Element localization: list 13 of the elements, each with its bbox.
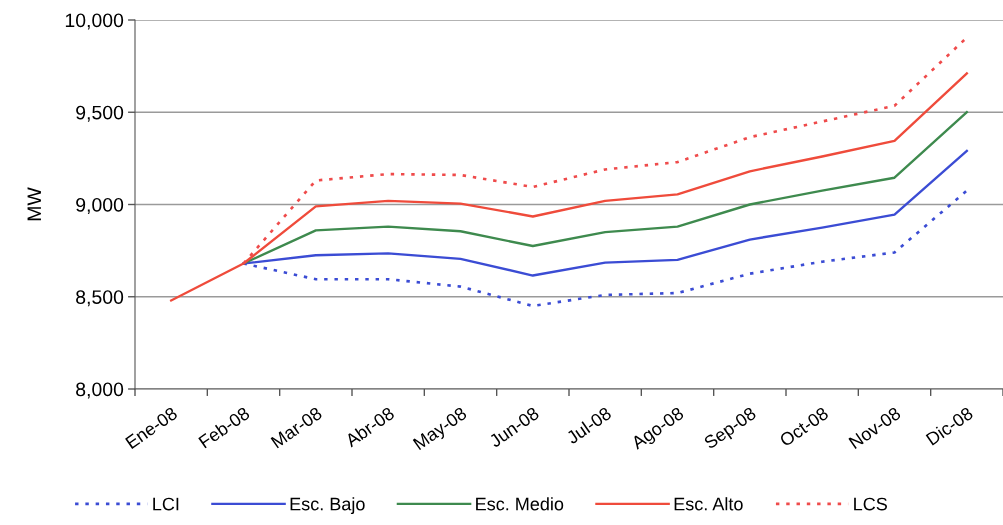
legend-label: LCS xyxy=(854,497,887,511)
y-tick-label: 9,000 xyxy=(76,197,124,215)
line-series xyxy=(169,72,969,302)
y-tick-label: 8,500 xyxy=(76,290,124,307)
y-axis-title: MW xyxy=(27,187,41,221)
y-tick-label: 10,000 xyxy=(65,13,124,30)
legend-label: Esc. Alto xyxy=(674,497,743,511)
legend-label: Esc. Medio xyxy=(476,497,564,511)
y-tick-label: 9,500 xyxy=(76,105,124,122)
legend-label: LCI xyxy=(153,497,179,511)
y-tick-label: 8,000 xyxy=(76,382,124,399)
legend-label: Esc. Bajo xyxy=(290,497,365,514)
line-series xyxy=(242,111,969,265)
